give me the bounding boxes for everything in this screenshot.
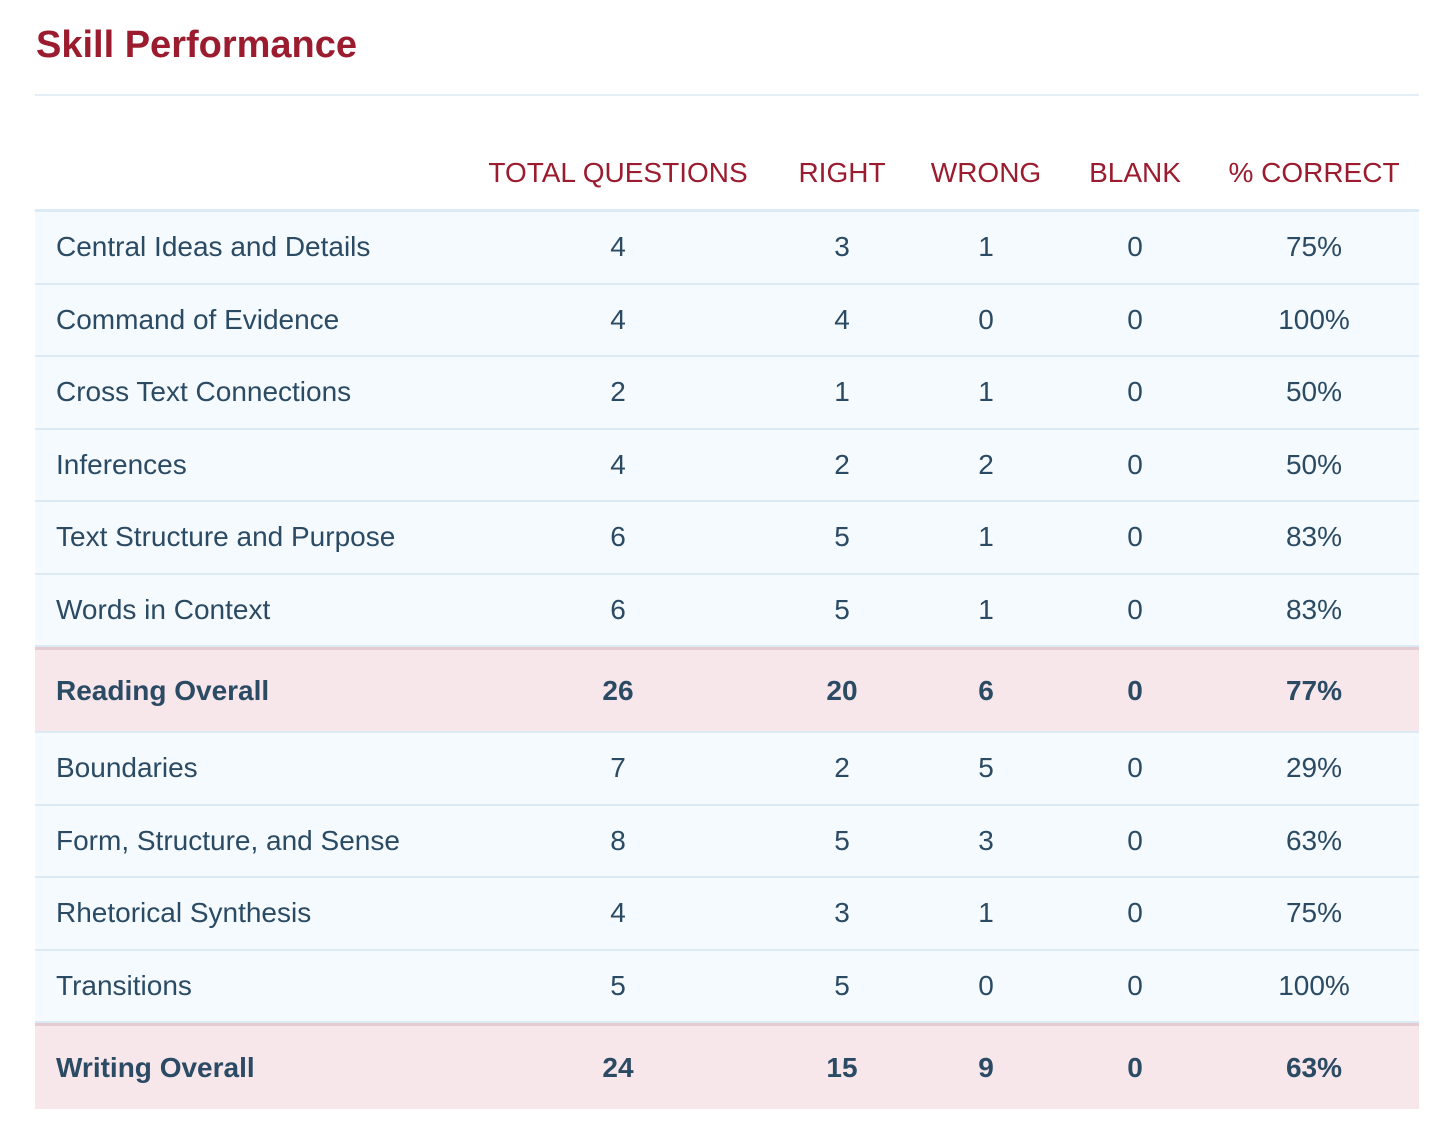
total-questions-value: 26: [602, 674, 634, 706]
column-header-wrong: WRONG: [930, 157, 1042, 188]
skill-name: Form, Structure, and Sense: [56, 824, 400, 856]
right-value: 3: [834, 897, 850, 929]
total-questions-value: 4: [610, 231, 626, 263]
wrong-value: 6: [978, 674, 994, 706]
skill-performance-table: TOTAL QUESTIONS RIGHT WRONG BLANK % CORR…: [35, 132, 1419, 1109]
total-questions-value: 4: [610, 448, 626, 480]
blank-value: 0: [1127, 448, 1143, 480]
table-row: Text Structure and Purpose 6 5 1 0 83%: [35, 502, 1419, 575]
percent-correct-value: 29%: [1285, 752, 1343, 784]
blank-value: 0: [1127, 376, 1143, 408]
percent-correct-value: 50%: [1285, 448, 1343, 480]
table-row: Form, Structure, and Sense 8 5 3 0 63%: [35, 805, 1419, 878]
percent-correct-value: 63%: [1285, 1051, 1343, 1083]
total-questions-value: 4: [610, 303, 626, 335]
table-row: Central Ideas and Details 4 3 1 0 75%: [35, 212, 1419, 285]
table-row: Inferences 4 2 2 0 50%: [35, 429, 1419, 502]
blank-value: 0: [1127, 897, 1143, 929]
blank-value: 0: [1127, 969, 1143, 1001]
table-row: Words in Context 6 5 1 0 83%: [35, 574, 1419, 647]
blank-value: 0: [1127, 303, 1143, 335]
blank-value: 0: [1127, 231, 1143, 263]
wrong-value: 2: [978, 448, 994, 480]
title-divider: [35, 94, 1419, 96]
percent-correct-value: 100%: [1278, 969, 1350, 1001]
right-value: 1: [834, 376, 850, 408]
table-header-row: TOTAL QUESTIONS RIGHT WRONG BLANK % CORR…: [35, 132, 1419, 212]
right-value: 2: [834, 448, 850, 480]
wrong-value: 0: [978, 969, 994, 1001]
table-row: Boundaries 7 2 5 0 29%: [35, 733, 1419, 806]
column-header-right: RIGHT: [798, 157, 886, 188]
percent-correct-value: 75%: [1285, 897, 1343, 929]
skill-name: Boundaries: [56, 752, 198, 784]
skill-name: Cross Text Connections: [56, 376, 352, 408]
blank-value: 0: [1127, 824, 1143, 856]
wrong-value: 3: [978, 824, 994, 856]
column-header-blank: BLANK: [1089, 157, 1181, 188]
wrong-value: 1: [978, 231, 994, 263]
percent-correct-value: 75%: [1285, 231, 1343, 263]
total-questions-value: 6: [610, 521, 626, 553]
percent-correct-value: 83%: [1285, 593, 1343, 625]
blank-value: 0: [1127, 521, 1143, 553]
summary-row-writing: Writing Overall 24 15 9 0 63%: [35, 1023, 1419, 1109]
wrong-value: 1: [978, 521, 994, 553]
right-value: 5: [834, 521, 850, 553]
total-questions-value: 8: [610, 824, 626, 856]
skill-name: Rhetorical Synthesis: [56, 897, 312, 929]
percent-correct-value: 63%: [1285, 824, 1343, 856]
wrong-value: 1: [978, 897, 994, 929]
column-header-percent-correct: % CORRECT: [1228, 157, 1400, 188]
skill-name: Central Ideas and Details: [56, 231, 371, 263]
right-value: 3: [834, 231, 850, 263]
skill-name: Inferences: [56, 448, 187, 480]
right-value: 2: [834, 752, 850, 784]
blank-value: 0: [1127, 674, 1143, 706]
right-value: 5: [834, 824, 850, 856]
summary-name: Writing Overall: [56, 1051, 255, 1083]
right-value: 15: [826, 1051, 858, 1083]
percent-correct-value: 77%: [1285, 674, 1343, 706]
wrong-value: 0: [978, 303, 994, 335]
percent-correct-value: 100%: [1278, 303, 1350, 335]
right-value: 5: [834, 593, 850, 625]
table-row: Transitions 5 5 0 0 100%: [35, 950, 1419, 1023]
wrong-value: 9: [978, 1051, 994, 1083]
page-title: Skill Performance: [36, 24, 358, 66]
percent-correct-value: 50%: [1285, 376, 1343, 408]
skill-name: Words in Context: [56, 593, 271, 625]
total-questions-value: 24: [602, 1051, 634, 1083]
table-row: Command of Evidence 4 4 0 0 100%: [35, 284, 1419, 357]
wrong-value: 1: [978, 376, 994, 408]
blank-value: 0: [1127, 752, 1143, 784]
column-header-total-questions: TOTAL QUESTIONS: [488, 157, 748, 188]
total-questions-value: 6: [610, 593, 626, 625]
right-value: 20: [826, 674, 858, 706]
table-row: Cross Text Connections 2 1 1 0 50%: [35, 357, 1419, 430]
skill-name: Text Structure and Purpose: [56, 521, 396, 553]
wrong-value: 5: [978, 752, 994, 784]
right-value: 4: [834, 303, 850, 335]
skill-name: Command of Evidence: [56, 303, 340, 335]
table-row: Rhetorical Synthesis 4 3 1 0 75%: [35, 878, 1419, 951]
blank-value: 0: [1127, 593, 1143, 625]
wrong-value: 1: [978, 593, 994, 625]
blank-value: 0: [1127, 1051, 1143, 1083]
percent-correct-value: 83%: [1285, 521, 1343, 553]
right-value: 5: [834, 969, 850, 1001]
total-questions-value: 5: [610, 969, 626, 1001]
total-questions-value: 7: [610, 752, 626, 784]
summary-row-reading: Reading Overall 26 20 6 0 77%: [35, 647, 1419, 733]
total-questions-value: 4: [610, 897, 626, 929]
total-questions-value: 2: [610, 376, 626, 408]
skill-name: Transitions: [56, 969, 192, 1001]
summary-name: Reading Overall: [56, 674, 270, 706]
